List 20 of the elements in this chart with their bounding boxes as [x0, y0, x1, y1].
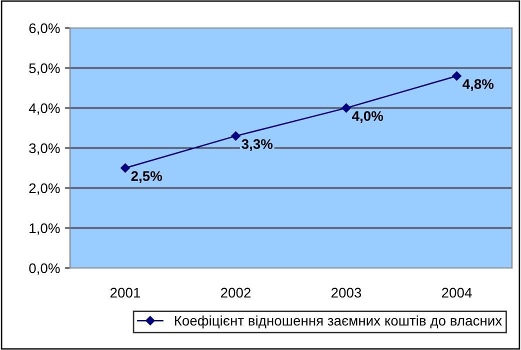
x-tick-label: 2001: [110, 288, 140, 298]
data-label: 3,3%: [242, 139, 273, 151]
data-label: 4,8%: [462, 79, 494, 91]
x-tick-label: 2002: [221, 288, 251, 298]
y-tick-label: 4,0%: [28, 103, 60, 115]
x-tick-label: 2003: [332, 288, 362, 298]
y-tick-label: 6,0%: [29, 23, 60, 35]
y-tick-label: 1,0%: [30, 223, 60, 235]
x-tick-label: 2004: [442, 288, 472, 298]
point: [452, 71, 462, 81]
point: [120, 163, 130, 173]
y-tick-label: 0,0%: [29, 263, 60, 275]
data-label: 2,5%: [131, 171, 162, 183]
y-tick-label: 5,0%: [29, 63, 60, 75]
y-tick-label: 2,0%: [29, 183, 60, 195]
point: [342, 103, 351, 113]
legend-label: Коефіцієнт відношення заємних коштів до власних: [174, 315, 502, 328]
point: [231, 131, 240, 141]
data-label: 4,0%: [352, 111, 384, 123]
y-tick-label: 3,0%: [29, 143, 60, 155]
